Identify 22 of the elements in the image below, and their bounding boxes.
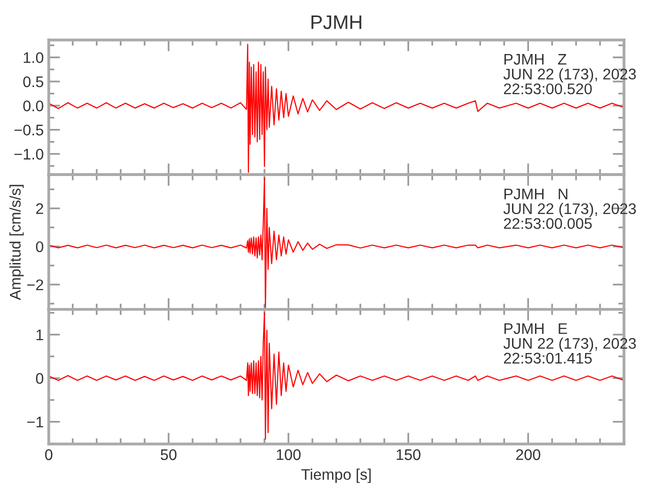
x-tick-label: 50 [160, 449, 176, 460]
y-tick-label: 1.0 [24, 52, 44, 64]
annotation: PJMH Z JUN 22 (173), 2023 22:53:00.520 [503, 54, 636, 94]
y-tick-label: 2 [36, 203, 44, 214]
y-axis-title: Amplitud [cm/s/s] [9, 184, 24, 300]
x-tick-label: 100 [276, 449, 301, 460]
x-axis-title: Tiempo [s] [301, 468, 371, 483]
y-tick-label: −0.5 [14, 124, 44, 136]
y-tick-label: 0.5 [23, 76, 44, 88]
y-tick-label: 0 [36, 373, 44, 384]
y-tick-label: −2 [27, 279, 44, 290]
x-tick-label: 150 [396, 449, 420, 460]
y-tick-label: −1 [27, 416, 44, 428]
x-tick-label: 200 [516, 449, 540, 460]
chart-title: PJMH [312, 16, 362, 30]
annotation: PJMH E JUN 22 (173), 2023 22:53:01.415 [503, 323, 636, 364]
y-tick-label: 1 [36, 330, 44, 340]
annotation: PJMH N JUN 22 (173), 2023 22:53:00.005 [503, 188, 636, 229]
y-tick-label: 0.0 [23, 100, 44, 112]
y-tick-label: 0 [36, 241, 44, 252]
y-tick-label: −1.0 [14, 148, 44, 160]
x-tick-label: 0 [45, 449, 52, 460]
